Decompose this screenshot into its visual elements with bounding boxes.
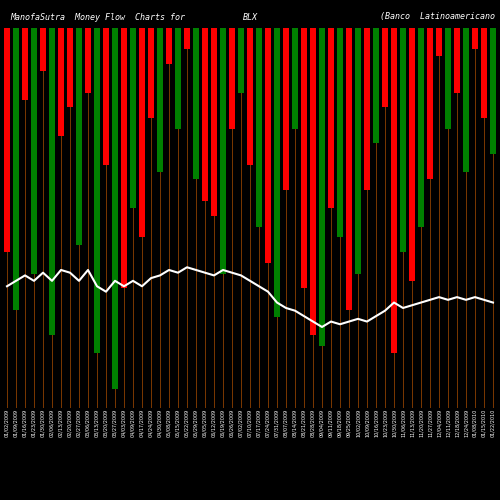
Bar (202, 28, 208, 201)
Bar (346, 28, 352, 310)
Bar (40, 28, 46, 71)
Bar (463, 28, 469, 172)
Bar (328, 28, 334, 208)
Bar (13, 28, 19, 310)
Bar (49, 28, 55, 335)
Bar (454, 28, 460, 92)
Bar (418, 28, 424, 226)
Bar (166, 28, 172, 64)
Bar (364, 28, 370, 190)
Bar (238, 28, 244, 92)
Bar (274, 28, 280, 317)
Bar (292, 28, 298, 129)
Bar (67, 28, 73, 107)
Bar (247, 28, 253, 165)
Bar (58, 28, 64, 136)
Text: BLX: BLX (242, 12, 258, 22)
Bar (265, 28, 271, 262)
Bar (310, 28, 316, 335)
Bar (85, 28, 91, 92)
Bar (391, 28, 397, 353)
Bar (103, 28, 109, 165)
Bar (436, 28, 442, 56)
Bar (319, 28, 325, 346)
Bar (4, 28, 10, 252)
Bar (427, 28, 433, 180)
Bar (490, 28, 496, 154)
Bar (31, 28, 37, 274)
Bar (373, 28, 379, 144)
Bar (76, 28, 82, 244)
Bar (382, 28, 388, 107)
Text: ManofaSutra  Money Flow  Charts for: ManofaSutra Money Flow Charts for (10, 12, 185, 22)
Bar (256, 28, 262, 226)
Bar (112, 28, 118, 390)
Bar (130, 28, 136, 208)
Bar (481, 28, 487, 118)
Bar (22, 28, 28, 100)
Bar (283, 28, 289, 190)
Bar (220, 28, 226, 274)
Bar (472, 28, 478, 49)
Bar (229, 28, 235, 129)
Bar (148, 28, 154, 118)
Bar (121, 28, 127, 288)
Bar (301, 28, 307, 288)
Bar (355, 28, 361, 274)
Bar (175, 28, 181, 129)
Bar (184, 28, 190, 49)
Bar (211, 28, 217, 216)
Bar (337, 28, 343, 238)
Bar (193, 28, 199, 180)
Bar (139, 28, 145, 238)
Bar (94, 28, 100, 353)
Bar (445, 28, 451, 129)
Bar (409, 28, 415, 281)
Bar (400, 28, 406, 252)
Text: (Banco  Latinoamericano  de: (Banco Latinoamericano de (380, 12, 500, 22)
Bar (157, 28, 163, 172)
